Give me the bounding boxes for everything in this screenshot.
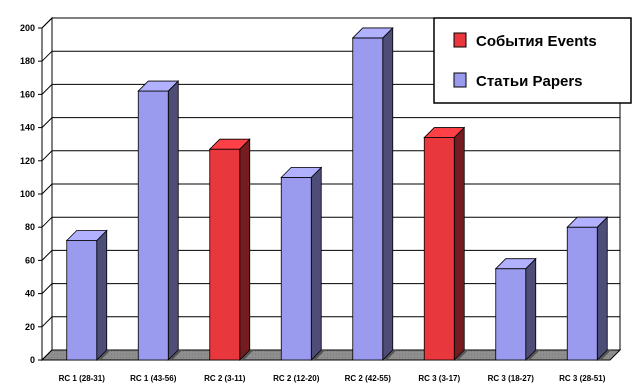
bar-side: [239, 138, 251, 361]
bar-shadow: [454, 350, 469, 360]
bar: [280, 166, 326, 361]
y-tick-label: 180: [20, 56, 35, 66]
legend-swatch: [453, 32, 467, 48]
bar: [65, 229, 111, 361]
bar-shadow: [382, 350, 397, 360]
y-tick-label: 80: [25, 222, 35, 232]
bar-top: [351, 27, 394, 39]
bar-shadow: [525, 350, 540, 360]
y-tick-label: 100: [20, 189, 35, 199]
bar-top: [566, 216, 609, 228]
bar-shadow: [311, 350, 326, 360]
legend-swatch: [453, 72, 467, 88]
bar-front: [352, 37, 384, 361]
legend-box: [433, 17, 632, 104]
x-axis-labels: RC 1 (28-31) RC 1 (43-56) RC 2 (3-11) RC 2 …: [59, 374, 606, 383]
bar-top: [137, 80, 180, 92]
x-tick-label: RC 3 (28-51): [559, 374, 606, 383]
bar: [351, 26, 397, 361]
bar-top: [280, 166, 323, 178]
legend-label: Статьи Papers: [476, 73, 583, 90]
bar-shadow: [96, 350, 111, 360]
bar-side: [453, 126, 465, 361]
legend-label: События Events: [476, 33, 597, 50]
bar-top: [494, 258, 537, 270]
x-tick-label: RC 3 (3-17): [418, 374, 460, 383]
gridline: [41, 50, 620, 62]
bar-top: [423, 127, 466, 138]
bars: [65, 26, 612, 361]
bar: [423, 126, 469, 361]
y-tick-label: 200: [20, 23, 35, 33]
bar-front: [423, 137, 455, 361]
x-tick-label: RC 3 (18-27): [488, 374, 535, 383]
bar-side: [596, 216, 608, 361]
bar: [208, 138, 254, 361]
x-tick-label: RC 2 (3-11): [204, 374, 246, 383]
bar-top: [65, 230, 108, 241]
x-tick-label: RC 2 (42-55): [345, 374, 392, 383]
bar-side: [382, 26, 394, 361]
bar-front: [566, 226, 598, 361]
x-tick-label: RC 2 (12-20): [273, 374, 320, 383]
gridline: [41, 83, 620, 95]
y-axis-ticks: 0 20 40 60 80 100 120 140 160 180 200: [20, 23, 42, 365]
bar-front: [280, 176, 312, 361]
bar-front: [495, 268, 527, 361]
y-tick-label: 60: [25, 255, 35, 265]
bar-side: [310, 166, 322, 361]
bar-side: [96, 229, 108, 361]
y-tick-label: 40: [25, 289, 35, 299]
y-tick-label: 120: [20, 156, 35, 166]
bar-shadow: [597, 350, 612, 360]
bar-side: [167, 80, 179, 361]
bar: [137, 80, 183, 361]
x-tick-label: RC 1 (28-31): [59, 374, 106, 383]
bar-front: [209, 148, 241, 361]
x-tick-label: RC 1 (43-56): [130, 374, 177, 383]
bar-front: [66, 240, 98, 361]
bar-front: [137, 90, 169, 361]
bar: [566, 216, 612, 361]
bar: [494, 257, 540, 361]
legend: События Events Статьи Papers: [433, 17, 632, 104]
gridline: [41, 117, 620, 128]
bar-side: [525, 257, 537, 361]
bar-shadow: [168, 350, 183, 360]
y-tick-label: 140: [20, 123, 35, 133]
y-tick-label: 20: [25, 322, 35, 332]
bar-top: [208, 138, 251, 150]
y-tick-label: 160: [20, 89, 35, 99]
bar-shadow: [239, 350, 254, 360]
gridline: [41, 17, 620, 29]
y-tick-label: 0: [30, 355, 35, 365]
